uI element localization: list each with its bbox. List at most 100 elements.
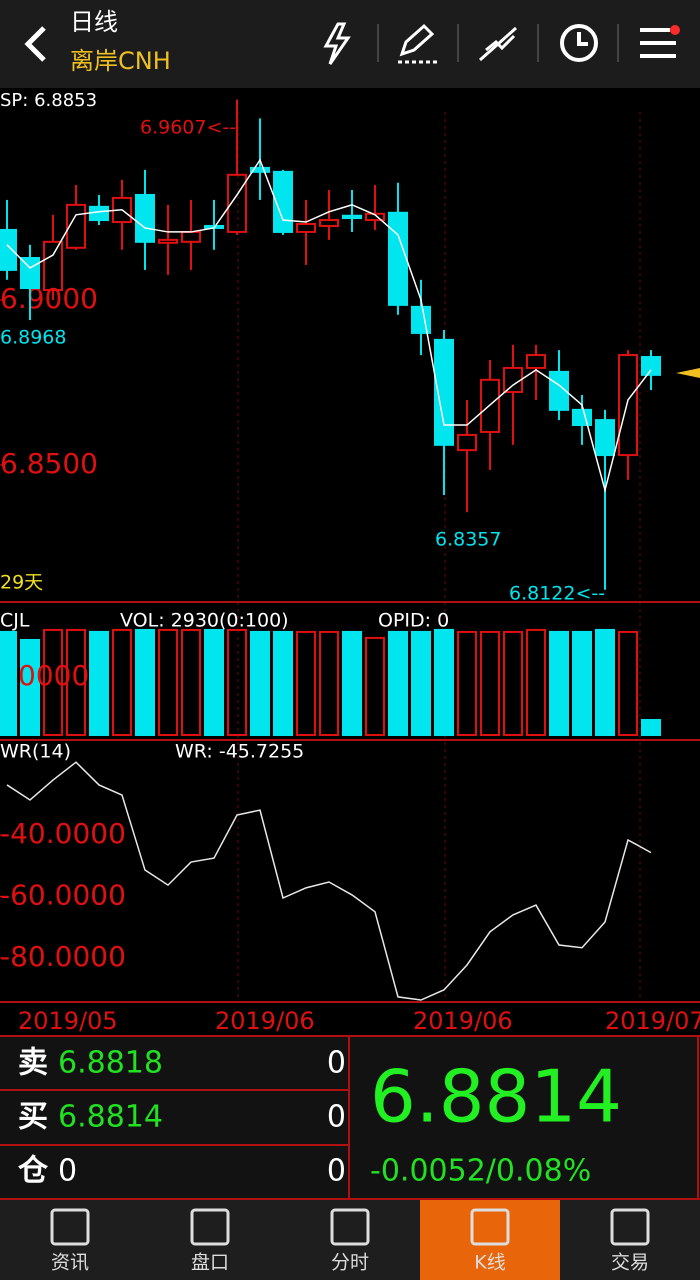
x-axis-label: 2019/06 (215, 1007, 315, 1035)
tab-icon (610, 1208, 650, 1246)
volume-bar (595, 628, 615, 737)
tab-icon (50, 1208, 90, 1246)
lightning-icon[interactable] (323, 22, 351, 65)
position-label: 仓 (18, 1154, 49, 1189)
price-pointer (676, 368, 700, 378)
notification-dot (670, 25, 680, 35)
candle-body (296, 223, 316, 233)
candle-body (250, 166, 270, 173)
indicator-value: VOL: 2930(0:100) (120, 610, 289, 632)
candle-body (158, 238, 178, 244)
y-tick-label: -40.0000 (0, 817, 126, 850)
volume-bar (273, 630, 293, 736)
buy-price: 6.8814 (58, 1100, 163, 1135)
sell-qty: 0 (327, 1046, 346, 1081)
candle-body (388, 211, 408, 306)
candle-body (0, 228, 17, 271)
candle-body (319, 219, 339, 227)
candle-body (66, 203, 86, 249)
tab[interactable]: 分时 (330, 1208, 370, 1274)
candle-body (503, 366, 523, 394)
indicator-label: SP: 6.8853 (0, 90, 97, 111)
indicator-note: OPID: 0 (378, 610, 449, 632)
candle-body (526, 354, 546, 369)
price-change: -0.0052/0.08% (370, 1154, 591, 1189)
tab[interactable]: 交易 (610, 1208, 650, 1274)
volume-bar (480, 630, 500, 736)
volume-bar (457, 630, 477, 736)
volume-bar (250, 630, 270, 736)
y-tick-label: 6.8500 (0, 447, 98, 480)
wr-line (6, 761, 652, 1001)
volume-bar (572, 630, 592, 736)
clock-icon[interactable] (560, 24, 598, 62)
volume-bar (641, 718, 661, 736)
candle-body (457, 433, 477, 452)
header-title: 日线 (70, 8, 118, 36)
volume-bar (342, 630, 362, 736)
y-tick-label: -80.0000 (0, 940, 126, 973)
candle-body (181, 230, 201, 243)
volume-bar (181, 628, 201, 737)
candle-body (227, 173, 247, 233)
volume-bar (503, 630, 523, 736)
draw-icon[interactable] (398, 23, 438, 64)
volume-bar (526, 628, 546, 737)
last-price: 6.8814 (370, 1055, 622, 1139)
candle-body (618, 354, 638, 457)
volume-bar (296, 630, 316, 736)
tab-icon (470, 1208, 510, 1246)
candle-body (595, 419, 615, 457)
volume-bar (66, 628, 86, 737)
candle-body (480, 378, 500, 433)
volume-bar (227, 628, 247, 737)
candle-body (43, 240, 63, 292)
candle-body (273, 170, 293, 233)
buy-qty: 0 (327, 1100, 346, 1135)
active-tab (420, 1200, 560, 1280)
price-annotation: 6.8122<-- (509, 583, 605, 605)
price-annotation: 6.9607<-- (140, 117, 236, 139)
trend-icon[interactable] (479, 26, 517, 62)
x-axis-label: 2019/05 (18, 1007, 118, 1035)
tab-icon (190, 1208, 230, 1246)
volume-bar (43, 628, 63, 737)
candle-body (434, 338, 454, 446)
tab-label: 资讯 (51, 1252, 89, 1274)
volume-bar (20, 638, 40, 736)
tab[interactable]: K线 (470, 1208, 510, 1274)
sell-label: 卖 (18, 1046, 48, 1081)
volume-bar (365, 636, 385, 737)
volume-bar (89, 630, 109, 736)
tab-label: 交易 (611, 1252, 649, 1274)
tab-label: 盘口 (191, 1252, 229, 1274)
indicator-title: WR(14) (0, 741, 71, 763)
axis-text: 0000 (18, 659, 89, 692)
candle-body (411, 305, 431, 334)
price-annotation: 6.8357 (435, 529, 501, 551)
position-value: 0 (58, 1154, 77, 1189)
volume-bar (549, 630, 569, 736)
volume-bar (388, 630, 408, 736)
indicator-value: WR: -45.7255 (175, 741, 304, 763)
menu-icon[interactable] (640, 28, 676, 58)
volume-bar (434, 628, 454, 737)
tab[interactable]: 资讯 (50, 1208, 90, 1274)
volume-bar (319, 630, 339, 736)
volume-bar (158, 628, 178, 737)
candle-body (641, 356, 661, 376)
volume-bar (0, 630, 17, 736)
tabs: 资讯 盘口 分时 K线 交易 (50, 1208, 650, 1274)
candle-body (365, 212, 385, 222)
volume-bar (618, 630, 638, 736)
tab-label: K线 (474, 1252, 505, 1274)
back-button[interactable] (24, 26, 46, 62)
tab[interactable]: 盘口 (190, 1208, 230, 1274)
candle-body (342, 214, 362, 220)
x-axis-label: 2019/07 (605, 1007, 700, 1035)
volume-bar (204, 628, 224, 737)
tab-bar (0, 1200, 700, 1280)
y-tick-label: 6.9000 (0, 282, 98, 315)
